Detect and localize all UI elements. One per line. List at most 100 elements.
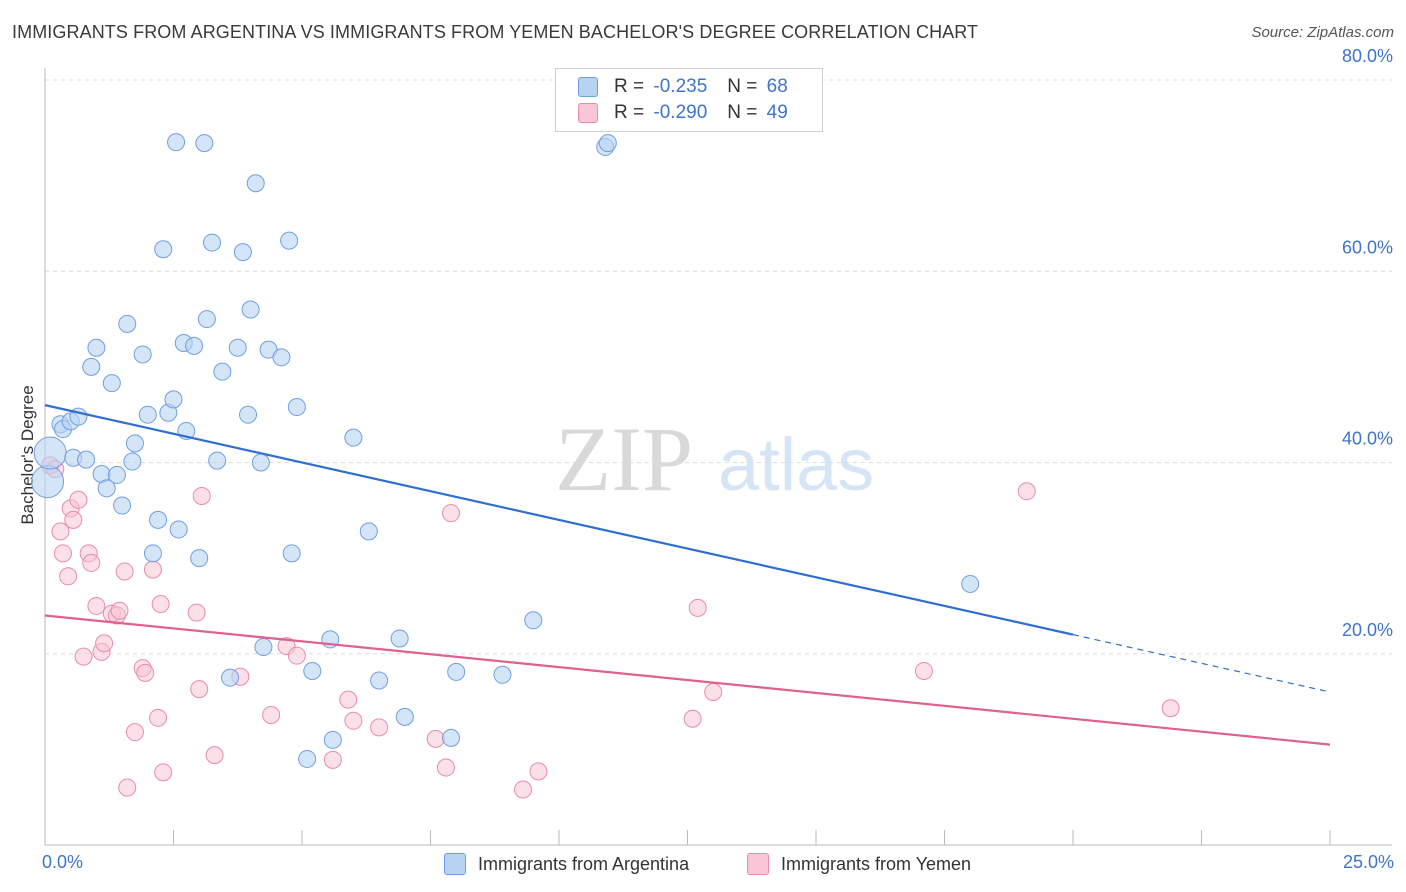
argentina-point [287,398,306,417]
y-tick-label: 40.0% [1342,429,1393,449]
argentina-point [282,544,301,563]
argentina-point [31,465,65,499]
yemen-point [87,596,106,615]
x-tick-label-min: 0.0% [42,852,84,872]
yemen-point [529,762,548,781]
yemen-point [143,560,162,579]
watermark-zip: ZIP [555,408,693,510]
yemen-point [190,680,209,699]
yemen-n-label: N = [727,102,758,123]
argentina-trend-line [44,404,1074,636]
argentina-point [298,749,317,768]
argentina-point [143,544,162,563]
yemen-point [442,504,461,523]
argentina-point [197,310,216,329]
argentina-point [169,520,188,539]
argentina-point [233,243,252,262]
stats-legend: R = -0.235 N = 68 R = -0.290 N = 49 [555,68,823,132]
yemen-point [136,663,155,682]
argentina-point [246,174,265,193]
yemen-n-value: 49 [766,102,788,123]
argentina-point [254,638,273,657]
argentina-point [190,549,209,568]
yemen-point [187,603,206,622]
y-tick-label: 20.0% [1342,620,1393,640]
argentina-point [87,338,106,357]
argentina-point [524,611,543,630]
argentina-point [185,336,204,355]
yemen-point [339,690,358,709]
yemen-swatch [578,103,598,123]
argentina-point [303,661,322,680]
argentina-r-label: R = [614,76,645,97]
argentina-point [493,665,512,684]
argentina-point [221,668,240,687]
argentina-point [344,428,363,447]
yemen-trend-line [44,614,1331,746]
legend-row-argentina: R = -0.235 N = 68 [578,74,788,100]
argentina-point [213,362,232,381]
argentina-point [208,451,227,470]
argentina-point [113,496,132,515]
argentina-n-label: N = [727,76,758,97]
yemen-point [110,601,129,620]
yemen-point [205,746,224,765]
yemen-point [69,490,88,509]
x-tick-label-max: 25.0% [1342,852,1394,872]
argentina-point [239,405,258,424]
argentina-point [251,453,270,472]
yemen-point [64,510,83,529]
argentina-point [102,374,121,393]
legend-item-argentina: Immigrants from Argentina [444,852,689,876]
argentina-point [961,574,980,593]
argentina-point [118,314,137,333]
argentina-point [123,452,142,471]
yemen-point [683,709,702,728]
yemen-point [82,553,101,572]
yemen-point [51,522,70,541]
yemen-point [118,778,137,797]
argentina-point [33,436,67,470]
argentina-point [272,348,291,367]
yemen-point [688,598,707,617]
y-tick-label: 80.0% [1342,46,1393,66]
argentina-point [203,233,222,252]
argentina-point [359,522,378,541]
argentina-point [167,133,186,152]
yemen-point [370,718,389,737]
argentina-point [97,479,116,498]
yemen-point [74,647,93,666]
yemen-r-label: R = [614,102,645,123]
yemen-point [704,683,723,701]
argentina-point [442,728,461,747]
argentina-point [125,434,144,453]
argentina-legend-swatch [444,853,466,875]
yemen-point [192,486,211,505]
yemen-point [53,544,72,563]
argentina-point [138,405,157,424]
yemen-point [323,750,342,769]
yemen-point [344,711,363,730]
argentina-n-value: 68 [766,76,788,97]
yemen-point [95,634,114,653]
yemen-point [1017,482,1036,501]
yemen-point [151,595,170,614]
yemen-point [154,763,173,782]
yemen-legend-label: Immigrants from Yemen [781,853,972,874]
yemen-point [914,661,933,680]
yemen-point [1161,699,1180,718]
legend-row-yemen: R = -0.290 N = 49 [578,100,788,126]
argentina-point [280,231,299,250]
yemen-point [262,705,281,724]
yemen-point [125,723,144,742]
argentina-point [395,707,414,726]
argentina-point [598,134,617,153]
yemen-r-value: -0.290 [653,102,708,123]
y-tick-label: 60.0% [1342,237,1393,257]
argentina-point [154,240,173,259]
argentina-point [164,390,183,409]
yemen-point [59,567,78,586]
yemen-legend-swatch [747,853,769,875]
argentina-point [77,450,96,469]
